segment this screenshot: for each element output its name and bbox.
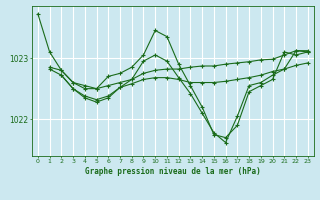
X-axis label: Graphe pression niveau de la mer (hPa): Graphe pression niveau de la mer (hPa) — [85, 167, 261, 176]
